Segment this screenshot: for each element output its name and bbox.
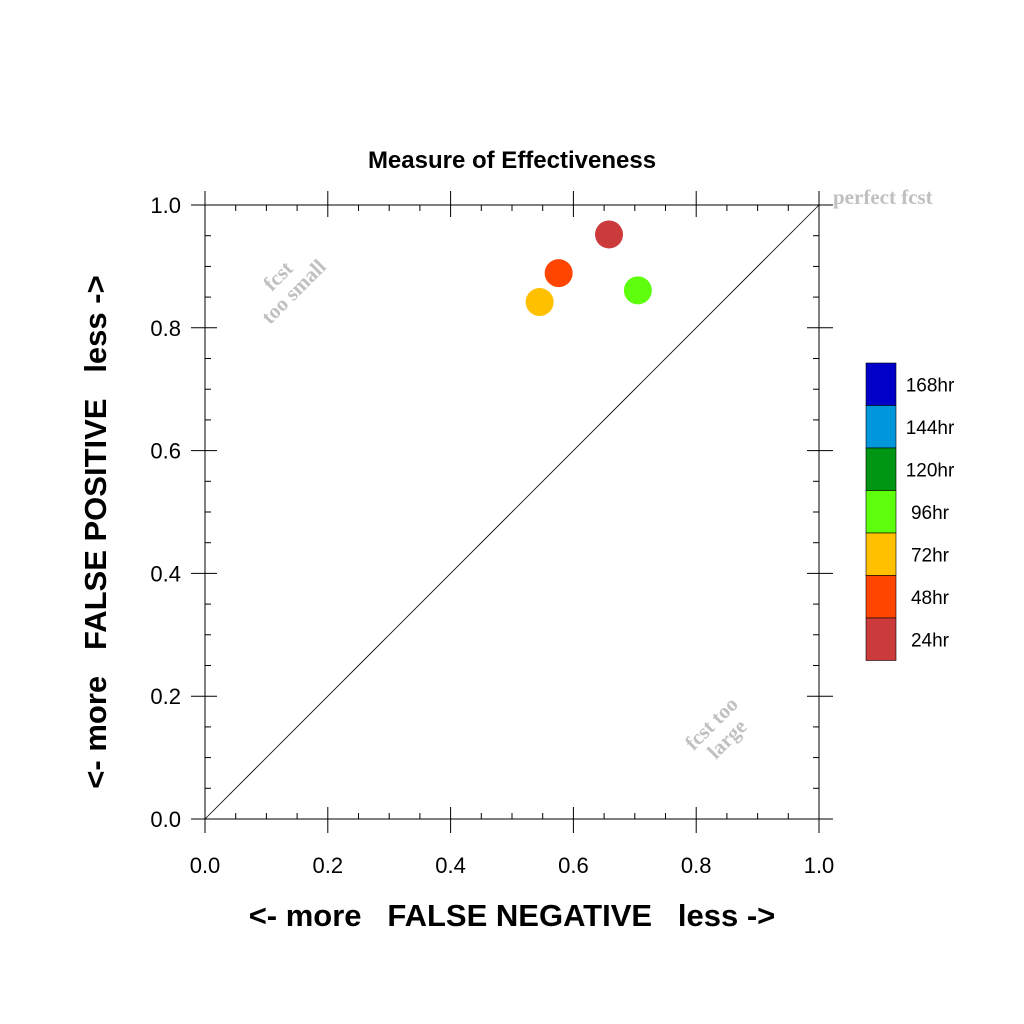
legend-swatch-72hr (865, 532, 897, 576)
x-tick-label: 0.2 (313, 853, 344, 878)
x-axis-label: <- more FALSE NEGATIVE less -> (249, 898, 776, 933)
y-tick-label: 0.8 (150, 316, 181, 341)
legend-swatch-120hr (865, 447, 897, 491)
annotation-too-small-line2: too small (256, 254, 330, 328)
y-tick-label: 0.6 (150, 439, 181, 464)
legend-swatch-48hr (865, 575, 897, 619)
legend-label-120hr: 120hr (906, 460, 955, 481)
point-96hr (623, 276, 652, 305)
x-tick-label: 1.0 (804, 853, 835, 878)
legend-label-72hr: 72hr (911, 545, 950, 566)
axis-ticks (191, 191, 833, 833)
y-tick-label: 1.0 (150, 193, 181, 218)
legend-swatch-144hr (865, 405, 897, 449)
x-tick-label: 0.0 (190, 853, 221, 878)
point-72hr (525, 288, 554, 317)
tick-labels: 0.0 0.2 0.4 0.6 0.8 1.0 0.0 0.2 0.4 0.6 0.8 1.0 (150, 193, 834, 878)
annotation-too-large: fcst too large (680, 692, 751, 763)
annotation-too-small: fcst too small (256, 254, 330, 328)
legend-label-48hr: 48hr (911, 588, 950, 609)
annotation-perfect-fcst: perfect fcst (833, 185, 933, 209)
x-tick-label: 0.4 (435, 853, 466, 878)
legend-swatch-96hr (865, 490, 897, 534)
x-tick-label: 0.6 (558, 853, 589, 878)
y-tick-label: 0.4 (150, 561, 181, 586)
legend-label-168hr: 168hr (906, 375, 955, 396)
data-points (525, 220, 652, 317)
legend: 168hr 144hr 120hr 96hr 72hr 48hr 24hr (865, 362, 955, 661)
legend-label-24hr: 24hr (911, 630, 950, 651)
point-48hr (544, 259, 573, 288)
legend-swatch-24hr (865, 617, 897, 661)
x-tick-label: 0.8 (681, 853, 712, 878)
legend-swatch-168hr (865, 362, 897, 406)
chart-title: Measure of Effectiveness (368, 147, 656, 174)
point-24hr (595, 220, 624, 249)
y-tick-label: 0.0 (150, 807, 181, 832)
legend-label-144hr: 144hr (906, 418, 955, 439)
y-axis-label: <- more FALSE POSITIVE less -> (78, 275, 113, 788)
diagonal-line (204, 204, 820, 820)
legend-label-96hr: 96hr (911, 503, 950, 524)
y-tick-label: 0.2 (150, 684, 181, 709)
